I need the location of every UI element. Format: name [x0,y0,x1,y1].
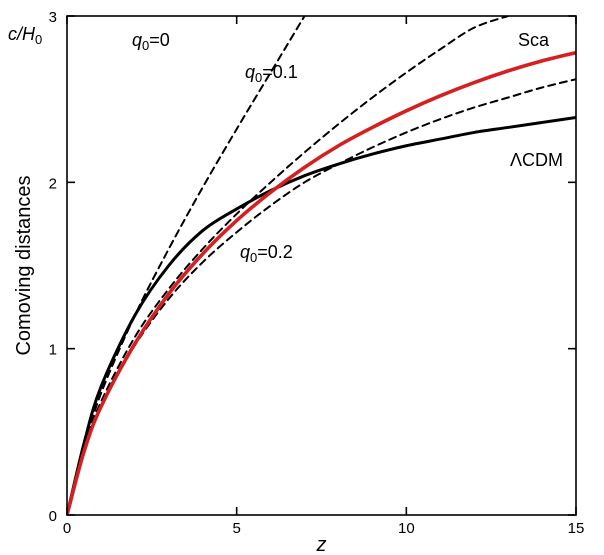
x-tick-label: 0 [63,520,71,537]
y-axis-label: Comoving distances [13,175,35,355]
plot-frame [66,15,577,516]
label-layer: z Comoving distances c/H0 q0=0 q0=0.1 q0=0.2 Λ… [8,24,563,555]
x-tick-label: 15 [568,520,585,537]
series-line-0 [67,16,306,515]
series-layer [67,16,576,515]
x-tick-label: 5 [232,520,240,537]
series-line-3 [67,115,576,515]
y-tick-label: 2 [49,175,57,192]
series-line-2 [67,78,576,515]
series-label-3: ΛCDM [510,150,563,170]
series-label-2: q0=0.2 [240,242,293,265]
tick-layer: 0 5 10 15 0 1 2 3 [49,9,585,537]
series-line-4 [67,50,576,515]
y-tick-label: 0 [49,508,57,525]
series-line-1 [67,16,510,515]
y-tick-label: 1 [49,342,57,359]
series-label-0: q0=0 [132,30,170,53]
series-label-4: Sca [518,30,550,50]
series-label-1: q0=0.1 [245,62,298,85]
y-tick-label: 3 [49,9,57,26]
y-unit-label: c/H0 [8,24,42,47]
x-tick-label: 10 [398,520,415,537]
x-axis-label: z [316,534,327,555]
